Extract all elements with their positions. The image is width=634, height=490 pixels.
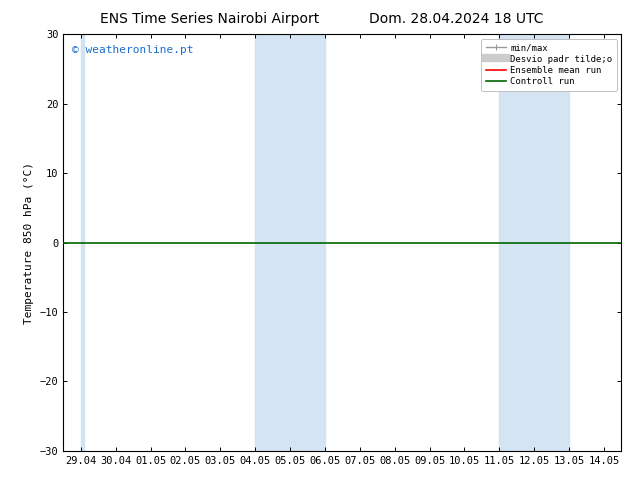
Bar bbox=[255, 34, 325, 451]
Text: Dom. 28.04.2024 18 UTC: Dom. 28.04.2024 18 UTC bbox=[369, 12, 544, 26]
Text: © weatheronline.pt: © weatheronline.pt bbox=[72, 45, 193, 55]
Y-axis label: Temperature 850 hPa (°C): Temperature 850 hPa (°C) bbox=[24, 162, 34, 323]
Text: ENS Time Series Nairobi Airport: ENS Time Series Nairobi Airport bbox=[100, 12, 319, 26]
Bar bbox=[81, 34, 84, 451]
Legend: min/max, Desvio padr tilde;o, Ensemble mean run, Controll run: min/max, Desvio padr tilde;o, Ensemble m… bbox=[481, 39, 617, 91]
Bar bbox=[500, 34, 569, 451]
